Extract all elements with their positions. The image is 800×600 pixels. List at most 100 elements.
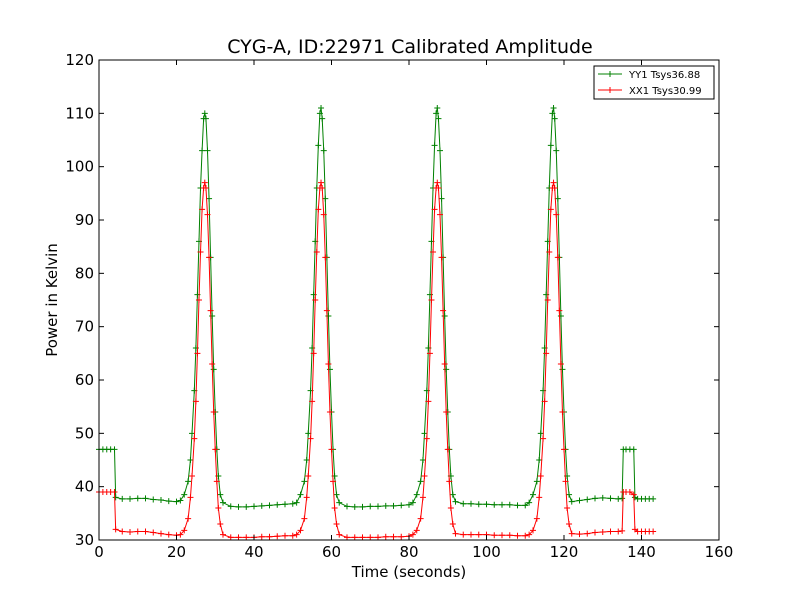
x-tick-label: 140 [627, 543, 656, 561]
data-point [213, 478, 220, 485]
data-point [468, 500, 474, 507]
data-point [607, 528, 614, 535]
data-point [506, 501, 513, 508]
data-point [382, 502, 389, 509]
data-point [112, 494, 119, 501]
data-point [547, 206, 554, 213]
data-point [536, 457, 543, 463]
data-point [258, 533, 265, 540]
x-tick-label: 40 [244, 543, 263, 561]
data-point [359, 503, 366, 510]
data-point [514, 532, 521, 539]
data-point [537, 430, 544, 437]
data-point [367, 503, 374, 510]
data-point [181, 527, 188, 534]
data-point [433, 110, 440, 117]
y-tick-label: 110 [65, 104, 94, 122]
data-point [333, 521, 340, 527]
data-point [430, 249, 437, 255]
data-point [650, 495, 657, 502]
data-point [566, 491, 573, 498]
data-point [398, 502, 405, 509]
data-point [111, 489, 118, 495]
data-point [217, 521, 224, 527]
data-point [318, 105, 325, 111]
legend: YY1 Tsys36.88 XX1 Tsys30.99 [593, 65, 715, 100]
data-point [452, 530, 459, 537]
data-point [460, 531, 467, 538]
data-point [111, 446, 118, 453]
data-point [592, 495, 598, 502]
data-point [592, 529, 598, 536]
data-point [421, 430, 428, 437]
data-point [562, 478, 569, 485]
data-point [142, 528, 149, 535]
data-point [209, 313, 216, 319]
data-point [557, 361, 564, 367]
data-point [444, 446, 451, 453]
data-point [449, 491, 456, 498]
data-point [443, 409, 450, 415]
data-point [576, 497, 583, 504]
data-point [475, 501, 482, 508]
x-axis-label: Time (seconds) [351, 563, 467, 581]
data-point [274, 533, 281, 540]
data-point [158, 530, 164, 537]
x-tick-label: 60 [322, 543, 341, 561]
data-point [483, 501, 490, 508]
data-point [227, 503, 234, 510]
y-tick-label: 30 [75, 531, 94, 549]
data-point [426, 350, 433, 357]
x-tick-label: 0 [94, 543, 104, 561]
data-point [323, 307, 330, 314]
series-layer [96, 105, 657, 541]
data-point [313, 249, 320, 255]
data-point [319, 115, 326, 122]
data-point [615, 528, 622, 535]
data-point [398, 533, 405, 540]
data-point [210, 409, 217, 415]
data-point [344, 503, 350, 510]
data-point [199, 206, 206, 213]
data-point [192, 398, 199, 405]
data-point [441, 313, 448, 319]
x-tick-label: 160 [705, 543, 734, 561]
legend-entry-yy1: YY1 Tsys36.88 [598, 70, 700, 81]
data-point [316, 110, 323, 117]
data-point [310, 350, 317, 357]
data-point [142, 495, 149, 502]
data-point [419, 457, 426, 463]
data-point [199, 147, 206, 154]
data-point [197, 249, 204, 255]
data-point [434, 179, 441, 186]
data-point [530, 527, 536, 534]
data-point [297, 491, 304, 498]
legend-label-xx1: XX1 Tsys30.99 [629, 86, 702, 97]
data-point [431, 206, 438, 213]
data-point [134, 528, 141, 535]
series-xx1 [96, 179, 657, 541]
data-point [417, 515, 424, 522]
x-tick-label: 80 [399, 543, 418, 561]
data-point [491, 501, 498, 508]
data-point [336, 499, 343, 506]
data-point [181, 491, 188, 498]
data-point [185, 478, 192, 485]
data-point [325, 361, 332, 367]
data-point [546, 249, 553, 255]
data-point [266, 502, 273, 509]
data-point [533, 515, 540, 522]
data-point [315, 206, 322, 213]
data-point [173, 498, 180, 505]
data-point [440, 307, 447, 314]
data-point [626, 489, 633, 495]
data-point [536, 494, 543, 501]
data-point [320, 147, 327, 154]
y-axis-label: Power in Kelvin [43, 243, 61, 357]
data-point [409, 531, 416, 538]
legend-marker [607, 71, 613, 77]
data-point [375, 503, 381, 510]
y-axis: 30 40 50 60 70 80 90 100 110 120 [65, 51, 719, 549]
data-point [549, 110, 556, 117]
x-axis: 0 20 40 60 80 100 120 140 160 [94, 60, 733, 561]
